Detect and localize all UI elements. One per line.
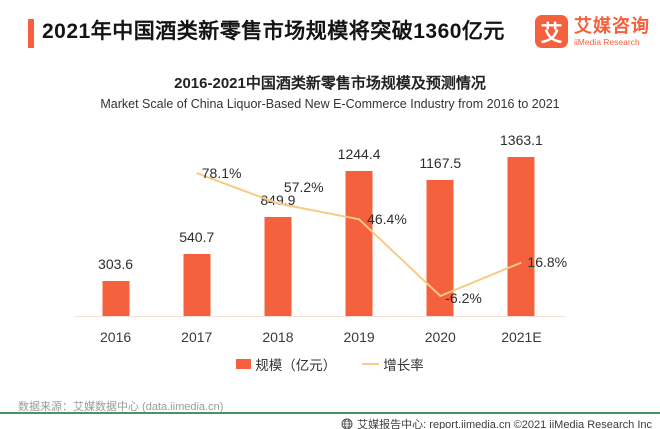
- iimedia-logo-icon: 艾: [535, 15, 568, 48]
- chart-title-cn: 2016-2021中国酒类新零售市场规模及预测情况: [174, 75, 486, 92]
- bar-2018: [264, 217, 292, 317]
- x-axis-line: [75, 316, 565, 317]
- x-label-2017: 2017: [181, 329, 213, 345]
- growth-label: 78.1%: [201, 165, 242, 182]
- title-accent-bar: [28, 19, 34, 48]
- footer-divider: [0, 412, 660, 414]
- bar-value-label: 1244.4: [337, 145, 381, 162]
- iimedia-logo: 艾 艾媒咨询 iiMedia Research: [535, 15, 650, 48]
- bar-2019: [345, 170, 373, 317]
- logo-tagline: iiMedia Research: [574, 36, 640, 47]
- globe-icon: [341, 418, 353, 429]
- bar-value-label: 1167.5: [419, 154, 462, 171]
- legend-item-bar: 规模（亿元）: [236, 354, 336, 374]
- x-label-2020: 2020: [424, 329, 456, 345]
- bar-2016: [102, 281, 130, 317]
- chart-title-en: Market Scale of China Liquor-Based New E…: [100, 97, 560, 111]
- x-label-2018: 2018: [262, 329, 294, 345]
- bar-value-label: 540.7: [179, 228, 215, 245]
- page-title: 2021年中国酒类新零售市场规模将突破1360亿元: [42, 20, 505, 43]
- legend-bar-label: 规模（亿元）: [255, 358, 337, 373]
- x-label-2016: 2016: [100, 329, 132, 345]
- x-label-2021E: 2021E: [501, 329, 542, 345]
- logo-name: 艾媒咨询: [574, 15, 650, 36]
- legend-item-line: 增长率: [362, 354, 424, 374]
- bar-2021E: [507, 157, 535, 317]
- x-label-2019: 2019: [343, 329, 375, 345]
- chart-column: 540.7: [156, 130, 237, 317]
- growth-label: 46.4%: [367, 211, 407, 228]
- chart-column: 1363.1: [481, 130, 562, 317]
- bar-2020: [426, 179, 454, 317]
- chart-plot-area: 303.6 540.7 849.9 1244.4 1167.5 1363.1 78.1% 5…: [75, 130, 567, 317]
- chart-column: 1167.5: [400, 130, 481, 317]
- growth-line: [196, 172, 522, 298]
- report-footer: 艾媒报告中心: report.iimedia.cn ©2021 iiMedia …: [341, 416, 652, 429]
- data-source-note: 数据来源：艾媒数据中心 (data.iimedia.cn): [18, 401, 224, 413]
- growth-label: 16.8%: [527, 254, 568, 271]
- growth-label: 57.2%: [283, 178, 324, 195]
- growth-label: -6.2%: [445, 290, 482, 307]
- logo-text: 艾媒咨询 iiMedia Research: [574, 17, 650, 47]
- chart-column: 1244.4: [319, 130, 400, 317]
- bar-series-swatch: [236, 359, 252, 369]
- bar-value-label: 1363.1: [500, 132, 543, 148]
- line-series-swatch: [362, 363, 380, 365]
- bar-2017: [183, 253, 211, 317]
- chart-column: 303.6: [75, 130, 156, 317]
- report-footer-text: 艾媒报告中心: report.iimedia.cn ©2021 iiMedia …: [357, 419, 652, 429]
- legend-line-label: 增长率: [383, 358, 424, 373]
- bar-value-label: 303.6: [98, 256, 134, 273]
- chart-legend: 规模（亿元） 增长率: [0, 354, 660, 374]
- x-axis-labels: 2016 2017 2018 2019 2020 2021E: [75, 329, 562, 345]
